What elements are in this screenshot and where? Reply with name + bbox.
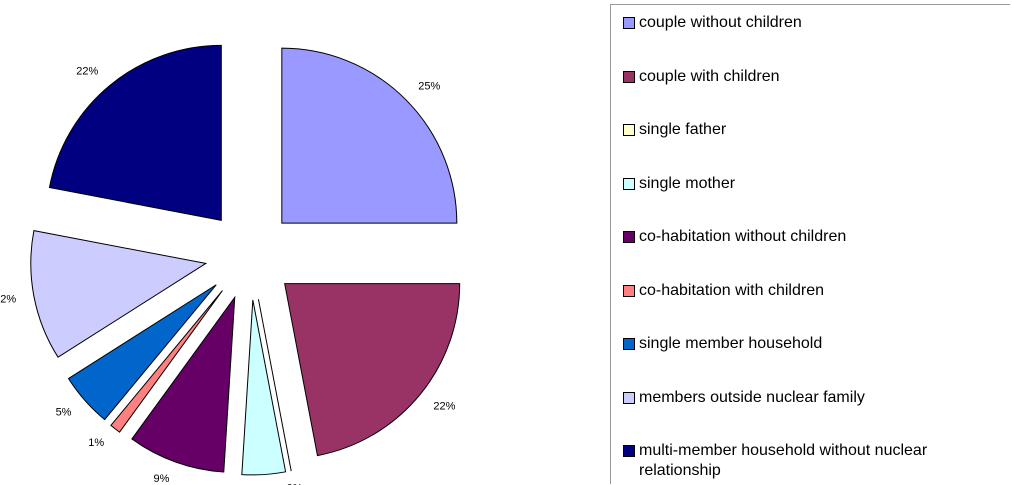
legend-label: single mother: [639, 174, 736, 192]
pie-slice: [67, 284, 217, 421]
chart: 25%22%0%4%9%1%5%12%22%: [0, 44, 461, 485]
legend-swatch: [623, 231, 635, 243]
legend-label: members outside nuclear family: [639, 388, 865, 406]
pie-slice: [281, 47, 458, 224]
legend: couple without children couple with child…: [610, 4, 1010, 484]
legend-item: couple without children: [623, 13, 1012, 33]
legend-label: single father: [639, 121, 727, 138]
data-label: 25%: [418, 81, 440, 93]
pie-slice: [48, 44, 222, 221]
pie-slice: [257, 299, 292, 472]
legend-item: members outside nuclear family: [623, 388, 1012, 408]
legend-swatch: [623, 177, 635, 190]
legend-swatch: [623, 17, 635, 29]
legend-swatch: [623, 284, 635, 297]
legend-swatch: [623, 445, 635, 457]
legend-item: co-habitation with children: [623, 281, 1012, 301]
legend-swatch: [623, 124, 635, 136]
data-label: 22%: [76, 66, 98, 78]
legend-label: couple without children: [639, 14, 802, 31]
pie-slice: [241, 299, 287, 476]
legend-label: co-habitation without children: [639, 228, 847, 245]
legend-item: single mother: [623, 174, 1012, 194]
data-label: 0%: [287, 483, 303, 485]
legend-item: multi-member household without nuclear r…: [623, 441, 1012, 481]
data-label: 22%: [433, 401, 455, 413]
legend-label: couple with children: [639, 67, 780, 85]
data-label: 12%: [0, 294, 16, 306]
data-label: 9%: [153, 473, 169, 485]
data-label: 1%: [88, 437, 104, 449]
legend-swatch: [623, 338, 635, 350]
data-label: 5%: [56, 406, 72, 418]
legend-item: single father: [623, 120, 1012, 140]
legend-item: single member household: [623, 334, 1012, 354]
legend-item: couple with children: [623, 67, 1012, 87]
pie-slice: [284, 283, 461, 457]
pie-slice: [131, 295, 236, 473]
legend-swatch: [623, 70, 635, 83]
legend-label: multi-member household without nuclear r…: [639, 442, 928, 479]
legend-swatch: [623, 391, 635, 404]
legend-label: co-habitation with children: [639, 281, 824, 299]
legend-label: single member household: [639, 335, 823, 352]
legend-item: co-habitation without children: [623, 227, 1012, 247]
pie-slice: [110, 290, 223, 433]
pie-slice: [30, 230, 208, 358]
